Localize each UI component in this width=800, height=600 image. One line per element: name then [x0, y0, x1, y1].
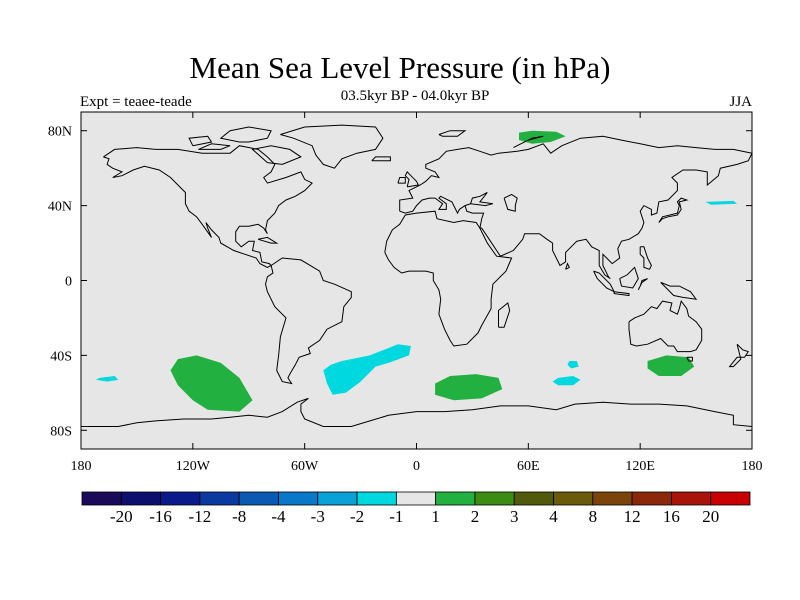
coastline-12	[498, 302, 511, 328]
colorbar-swatch	[710, 491, 751, 506]
lat-tick-label: 40N	[48, 200, 72, 215]
coastline-10	[438, 130, 467, 137]
negative-anomaly-region-5	[552, 376, 581, 386]
coastline-6	[404, 171, 420, 188]
coastline-14	[619, 266, 639, 289]
axis-ticks: 180 120W 60W 0 60E 120E 180 80N 40N 0 40S 80S	[48, 112, 763, 474]
colorbar-label: -20	[110, 507, 133, 526]
coastline-7	[397, 177, 406, 184]
colorbar: -20 -16 -12 -8 -4 -3 -2 -1 1 2 3 4 8 12 16 20	[81, 491, 751, 526]
lon-tick-label: 0	[413, 459, 420, 474]
chart-title: Mean Sea Level Pressure (in hPa)	[189, 50, 611, 85]
coastline-27	[257, 236, 279, 244]
coastline-11	[658, 197, 689, 223]
coastline-2	[264, 257, 352, 385]
coastline-28	[81, 397, 753, 427]
coastline-19	[639, 246, 652, 270]
colorbar-swatch	[435, 491, 476, 506]
positive-anomaly-region-2	[435, 374, 503, 401]
coastline-23	[251, 145, 302, 165]
coastline-22	[728, 343, 750, 368]
coastline-25	[188, 135, 213, 147]
chart-subtitle: 03.5kyr BP - 04.0kyr BP	[340, 88, 490, 104]
negative-anomaly-region-6	[567, 361, 579, 369]
colorbar-label: -4	[271, 507, 286, 526]
colorbar-swatch	[278, 491, 319, 506]
coastline-9	[513, 135, 544, 149]
colorbar-label: 16	[663, 507, 680, 526]
colorbar-label: 20	[702, 507, 719, 526]
experiment-label: Expt = teaee-teade	[80, 94, 192, 110]
colorbar-swatch	[395, 491, 437, 506]
lon-tick-label: 60E	[517, 459, 540, 474]
colorbar-swatch	[120, 491, 161, 506]
coastline-0	[103, 145, 313, 268]
colorbar-swatch	[160, 491, 201, 506]
coastline-21	[686, 356, 693, 362]
lon-tick-label: 60W	[291, 459, 319, 474]
colorbar-label: -1	[389, 507, 403, 526]
coastline-8	[371, 156, 391, 162]
negative-anomaly-region-4	[323, 344, 411, 395]
colorbar-label: -8	[232, 507, 246, 526]
colorbar-label: 1	[431, 507, 440, 526]
colorbar-swatch	[592, 491, 633, 506]
coastline-layer	[81, 124, 753, 427]
colorbar-label: 4	[549, 507, 558, 526]
colorbar-label: -2	[350, 507, 364, 526]
colorbar-swatch	[317, 491, 358, 506]
colorbar-label: -16	[149, 507, 172, 526]
coastline-3	[384, 210, 513, 347]
lon-tick-label: 180	[742, 459, 763, 474]
coastline-5	[503, 193, 518, 212]
coastline-4	[399, 135, 753, 280]
colorbar-swatch	[356, 491, 397, 506]
positive-anomaly-region-1	[170, 355, 253, 412]
lat-tick-label: 0	[65, 275, 72, 290]
coastline-13	[565, 262, 570, 270]
colorbar-label: -3	[311, 507, 325, 526]
colorbar-swatch	[671, 491, 712, 506]
colorbar-swatch	[631, 491, 672, 506]
negative-anomaly-region-7	[95, 376, 119, 382]
anomaly-layer	[95, 130, 738, 412]
lon-tick-label: 120W	[176, 459, 211, 474]
negative-anomaly-region-8	[705, 200, 738, 205]
coastline-20	[628, 299, 703, 353]
colorbar-label: -12	[189, 507, 212, 526]
coastline-1	[280, 124, 384, 169]
lat-tick-label: 80S	[50, 424, 72, 439]
colorbar-swatch	[513, 491, 554, 506]
colorbar-swatch	[81, 491, 122, 506]
map-background	[81, 112, 752, 449]
positive-anomaly-region-3	[647, 355, 695, 376]
lon-tick-label: 120E	[625, 459, 655, 474]
lat-tick-label: 40S	[50, 349, 72, 364]
colorbar-label: 2	[471, 507, 480, 526]
coastline-17	[637, 278, 648, 291]
colorbar-swatch	[199, 491, 240, 506]
colorbar-label: 12	[624, 507, 641, 526]
coastline-16	[613, 291, 630, 297]
lon-tick-label: 180	[71, 459, 92, 474]
coastline-24	[219, 126, 272, 143]
lat-tick-label: 80N	[48, 125, 72, 140]
colorbar-label: 3	[510, 507, 519, 526]
coastline-18	[660, 281, 698, 300]
colorbar-swatch	[474, 491, 515, 506]
positive-anomaly-region-0	[519, 130, 566, 144]
colorbar-label: 8	[589, 507, 598, 526]
coastline-26	[198, 143, 231, 150]
colorbar-swatch	[553, 491, 594, 506]
colorbar-swatch	[238, 491, 279, 506]
season-label: JJA	[729, 94, 752, 110]
